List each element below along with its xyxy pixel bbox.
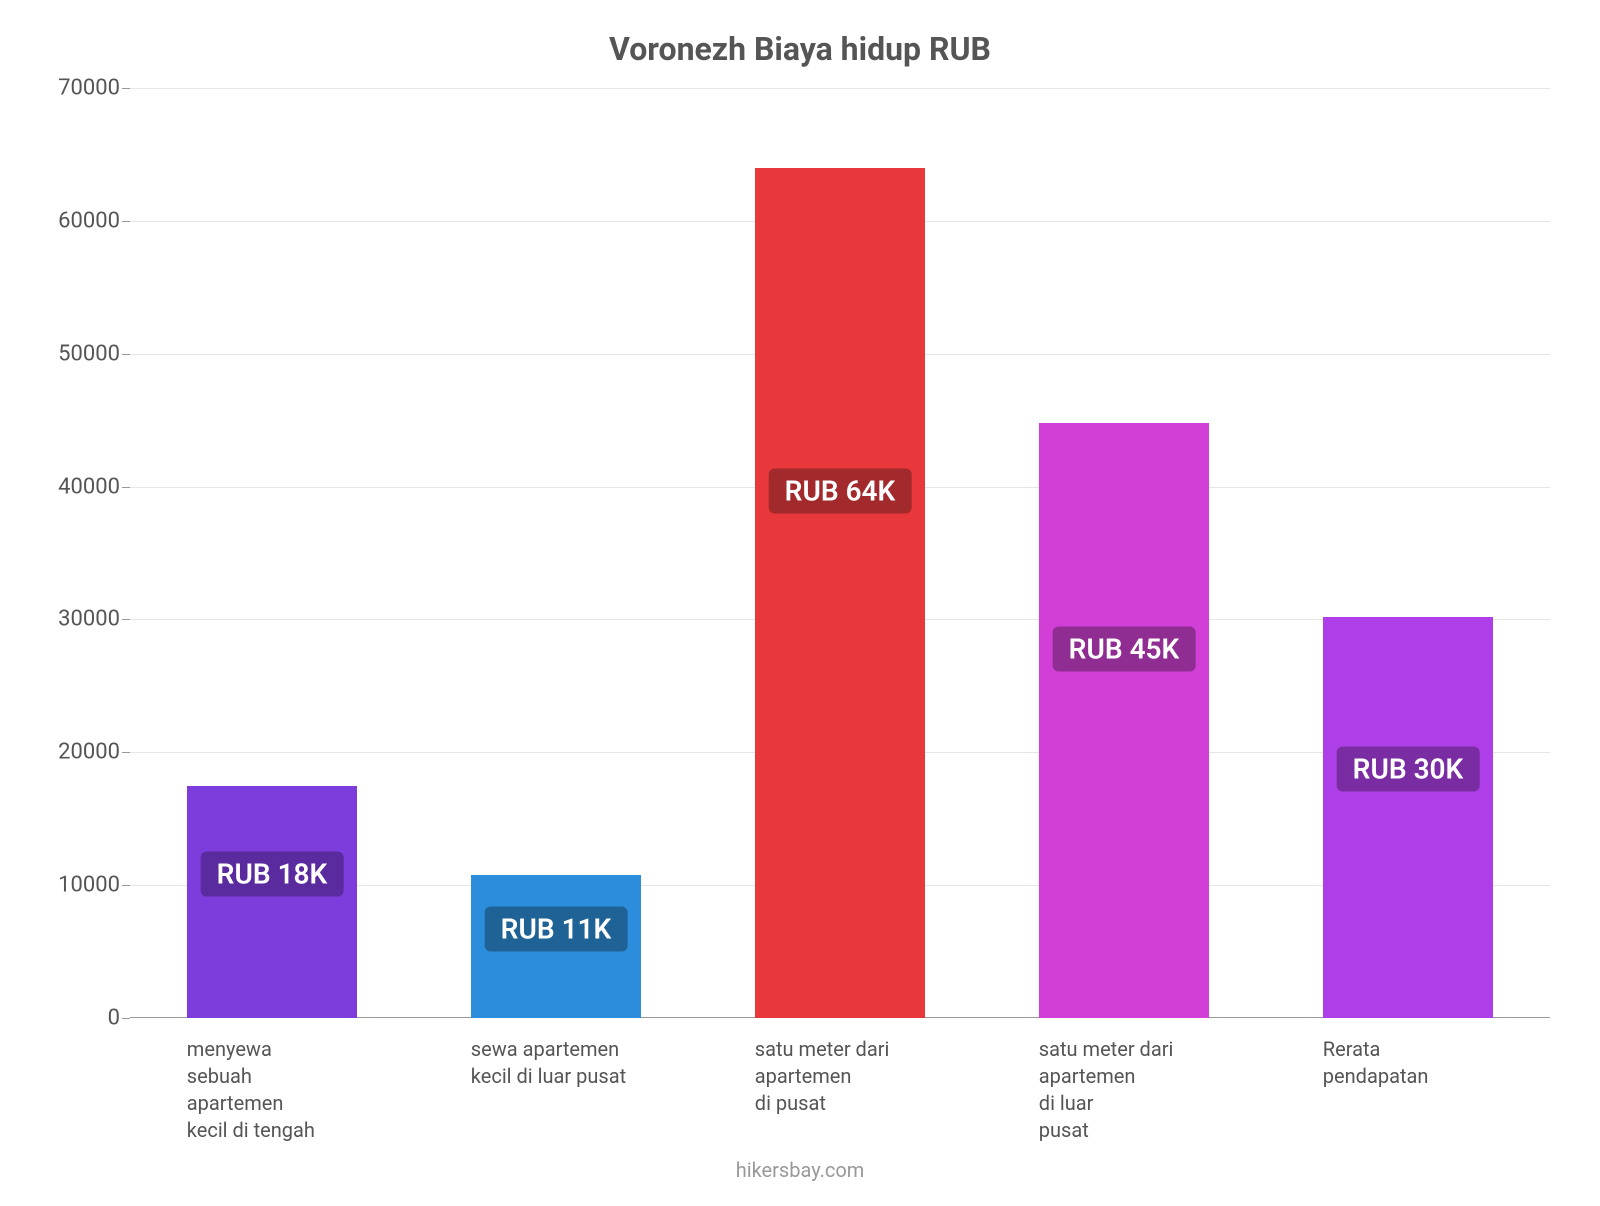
ytick-label: 70000 <box>40 76 120 101</box>
bar: RUB 64K <box>755 168 925 1018</box>
bar-value-label: RUB 18K <box>201 851 344 896</box>
ytick-mark <box>122 221 130 222</box>
ytick-label: 30000 <box>40 607 120 632</box>
bar: RUB 11K <box>471 875 641 1018</box>
ytick-mark <box>122 619 130 620</box>
bar: RUB 30K <box>1323 617 1493 1018</box>
bar-value-label: RUB 11K <box>485 907 628 952</box>
ytick-label: 50000 <box>40 341 120 366</box>
xlabel: menyewasebuahapartemenkecil di tengah <box>187 1036 357 1144</box>
bar-value-label: RUB 45K <box>1053 626 1196 671</box>
xlabel: Reratapendapatan <box>1323 1036 1493 1090</box>
ytick-label: 20000 <box>40 740 120 765</box>
xlabel: satu meter dariapartemendi luarpusat <box>1039 1036 1209 1144</box>
ytick-mark <box>122 88 130 89</box>
attribution: hikersbay.com <box>0 1158 1600 1182</box>
chart-container: Voronezh Biaya hidup RUB RUB 18KRUB 11KR… <box>0 0 1600 1200</box>
bar-value-label: RUB 64K <box>769 468 912 513</box>
ytick-mark <box>122 1018 130 1019</box>
ytick-label: 0 <box>40 1006 120 1031</box>
xlabel: satu meter dariapartemendi pusat <box>755 1036 925 1117</box>
ytick-label: 40000 <box>40 474 120 499</box>
ytick-label: 60000 <box>40 208 120 233</box>
chart-title: Voronezh Biaya hidup RUB <box>40 30 1560 68</box>
xlabel: sewa apartemenkecil di luar pusat <box>471 1036 641 1090</box>
bars-layer: RUB 18K RUB 11K RUB 64K RUB 45K RUB 30K <box>130 88 1550 1018</box>
ytick-mark <box>122 885 130 886</box>
bar: RUB 18K <box>187 786 357 1019</box>
bar-value-label: RUB 30K <box>1337 747 1480 792</box>
ytick-mark <box>122 354 130 355</box>
plot-region: RUB 18KRUB 11KRUB 64KRUB 45KRUB 30K 0100… <box>130 88 1550 1018</box>
bar: RUB 45K <box>1039 423 1209 1018</box>
ytick-mark <box>122 752 130 753</box>
ytick-mark <box>122 487 130 488</box>
ytick-label: 10000 <box>40 873 120 898</box>
